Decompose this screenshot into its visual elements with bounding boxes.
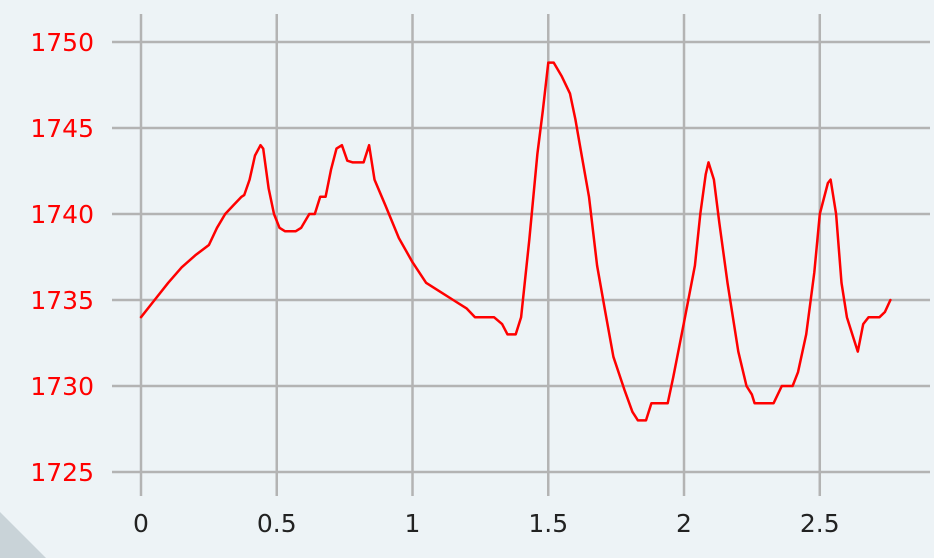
x-tick-label: 2 bbox=[676, 509, 692, 538]
y-tick-label: 1750 bbox=[30, 28, 94, 57]
y-tick-label: 1745 bbox=[30, 114, 94, 143]
y-tick-label: 1725 bbox=[30, 458, 94, 487]
x-tick-label: 1.5 bbox=[528, 509, 568, 538]
x-tick-label: 0 bbox=[133, 509, 149, 538]
x-tick-label: 2.5 bbox=[800, 509, 840, 538]
x-tick-label: 0.5 bbox=[257, 509, 297, 538]
series-line bbox=[139, 61, 892, 422]
y-tick-label: 1740 bbox=[30, 200, 94, 229]
corner-decoration bbox=[0, 512, 46, 558]
y-tick-label: 1735 bbox=[30, 286, 94, 315]
y-tick-label: 1730 bbox=[30, 372, 94, 401]
x-tick-label: 1 bbox=[405, 509, 421, 538]
